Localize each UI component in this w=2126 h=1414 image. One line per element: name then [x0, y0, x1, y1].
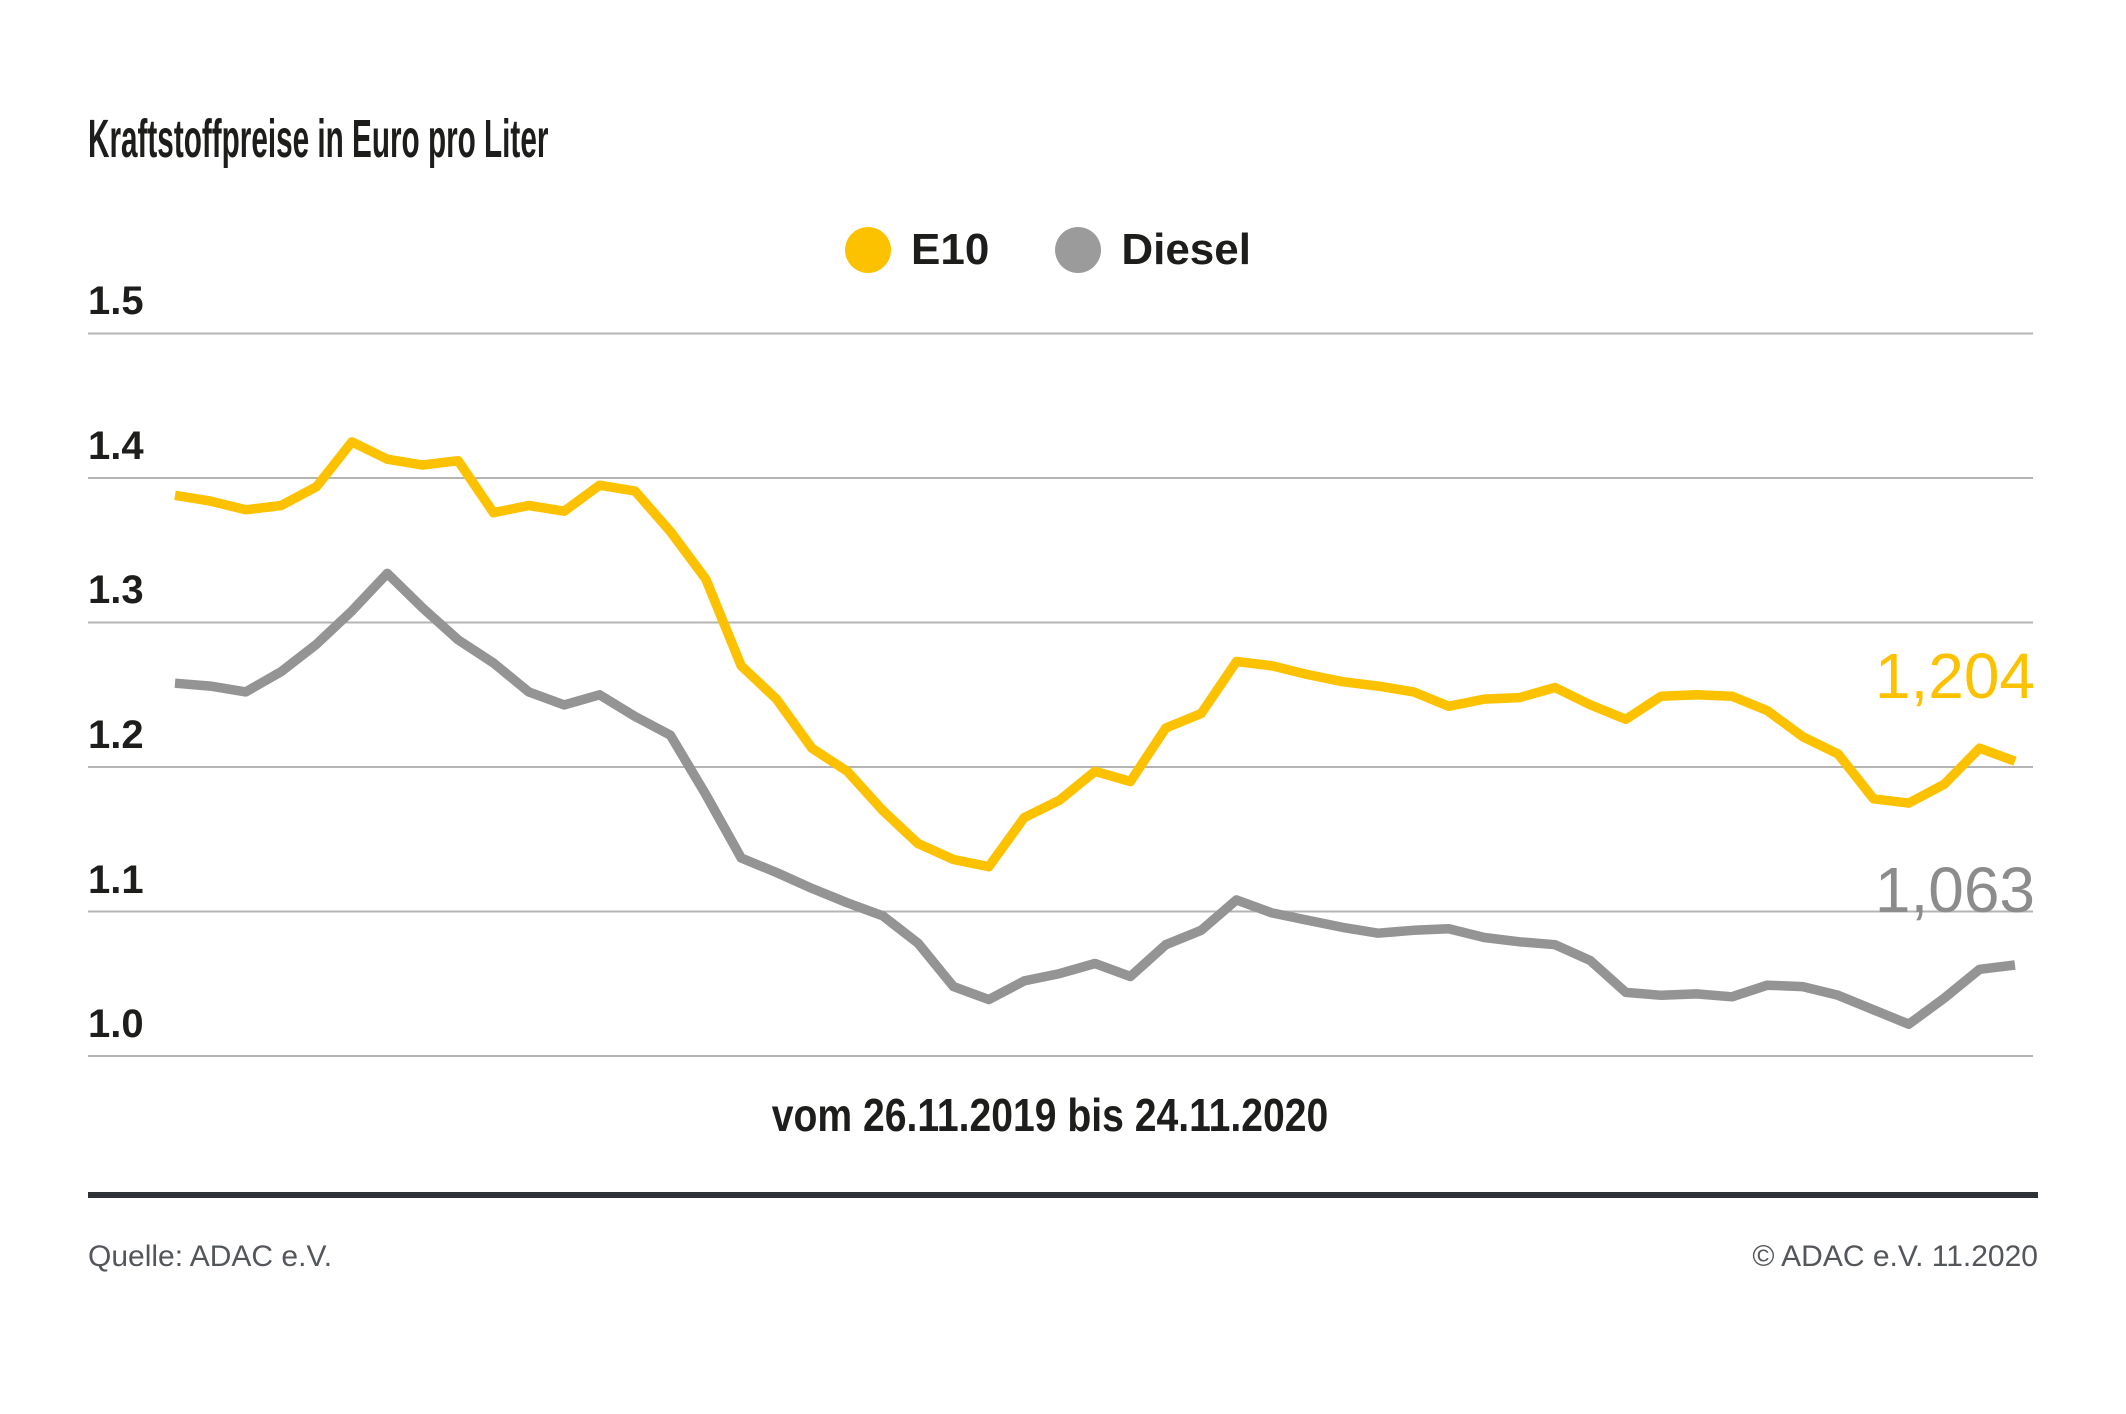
- y-tick-label-1-3: 1.3: [88, 568, 144, 612]
- copyright-notice: © ADAC e.V. 11.2020: [1752, 1240, 2038, 1273]
- page-title: Kraftstoffpreise in Euro pro Liter: [88, 109, 549, 169]
- y-tick-label-1-1: 1.1: [88, 858, 144, 902]
- source-credit: Quelle: ADAC e.V.: [88, 1240, 333, 1273]
- footer-divider: [88, 1192, 2038, 1198]
- legend-label-diesel: Diesel: [1121, 225, 1251, 274]
- y-tick-label-1-0: 1.0: [88, 1002, 144, 1046]
- e10-end-value-label: 1,204: [1874, 640, 2035, 712]
- legend: E10 Diesel: [845, 225, 1251, 274]
- diesel-legend-dot-icon: [1055, 227, 1102, 273]
- legend-label-e10: E10: [911, 225, 990, 274]
- x-axis-period-label: vom 26.11.2019 bis 24.11.2020: [771, 1089, 1329, 1141]
- y-tick-label-1-2: 1.2: [88, 713, 144, 757]
- y-tick-label-1-4: 1.4: [88, 424, 144, 468]
- diesel-end-value-label: 1,063: [1874, 854, 2035, 926]
- e10-legend-dot-icon: [845, 227, 892, 273]
- e10-price-line: [174, 437, 2017, 872]
- diesel-price-line: [174, 568, 2016, 1029]
- y-tick-label-1-5: 1.5: [88, 279, 144, 323]
